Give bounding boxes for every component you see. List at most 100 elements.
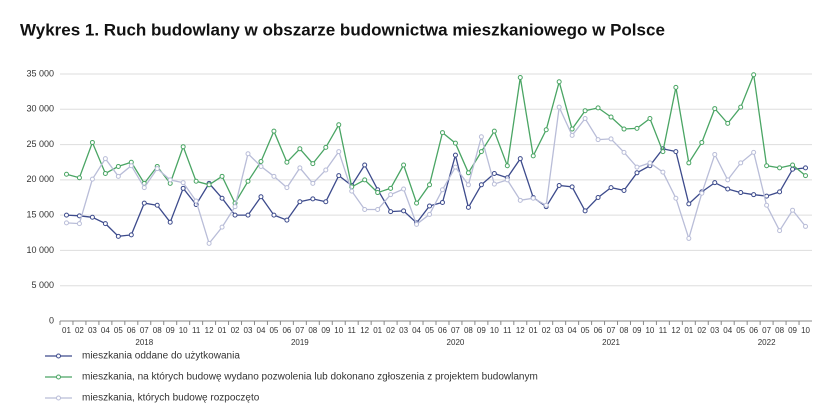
x-tick-label: 05 [114,326,123,335]
point [219,195,225,201]
point [712,106,718,112]
point [764,202,770,208]
point [582,115,588,121]
chart-title: Wykres 1. Ruch budowlany w obszarze budo… [20,20,665,39]
point [349,188,355,194]
point [180,144,186,150]
point [530,195,536,201]
point [595,195,601,200]
point [297,165,303,171]
point [777,228,783,234]
point [323,144,329,150]
point [76,221,82,227]
point [141,200,147,206]
point [375,190,381,196]
point [141,185,147,191]
point [634,125,640,131]
point [777,189,783,195]
x-tick-label: 02 [75,326,84,335]
point [180,185,186,191]
legend-label: mieszkania, których budowę rozpoczęto [82,393,260,404]
point [595,105,601,111]
point [517,75,523,81]
x-tick-label: 04 [257,326,266,335]
x-tick-label: 02 [697,326,706,335]
x-tick-label: 06 [749,326,758,335]
point [465,170,471,176]
point [336,122,342,128]
point [167,177,173,183]
point [478,149,484,155]
x-tick-label: 10 [490,326,499,335]
point [284,159,290,165]
x-tick-label: 04 [101,326,110,335]
point [401,162,407,168]
point [193,198,199,204]
x-tick-label: 07 [451,326,460,335]
point [452,152,458,158]
point [206,240,212,246]
point [452,164,458,170]
point [258,163,264,169]
point [751,149,757,155]
point [154,166,160,172]
point [478,134,484,140]
point [89,176,95,182]
series-line [66,104,807,245]
series-line [66,148,806,237]
point [569,184,575,190]
point [89,214,95,220]
point [284,217,290,223]
y-tick-label: 15 000 [26,210,54,220]
point [427,182,433,188]
x-tick-label: 01 [373,326,382,335]
point [167,219,173,225]
x-tick-label: 03 [244,326,253,335]
point [102,156,108,162]
point [647,115,653,121]
x-tick-label: 06 [594,326,603,335]
point [803,223,809,229]
x-tick-label: 05 [581,326,590,335]
point [556,104,562,110]
point [375,206,381,212]
year-label: 2022 [758,338,776,347]
x-tick-label: 01 [62,326,71,335]
point [491,128,497,134]
point [517,197,523,203]
point [556,79,562,85]
point [790,166,796,172]
point [634,164,640,170]
x-tick-label: 08 [464,326,473,335]
x-tick-label: 10 [179,326,188,335]
x-tick-label: 11 [659,326,668,335]
point [414,221,420,227]
x-tick-label: 09 [166,326,175,335]
point [738,190,744,196]
x-tick-label: 03 [88,326,97,335]
point [660,169,666,175]
x-tick-label: 07 [295,326,304,335]
point [686,160,692,166]
x-tick-label: 08 [620,326,629,335]
point [608,114,614,120]
x-tick-label: 09 [321,326,330,335]
x-tick-label: 06 [438,326,447,335]
point [738,104,744,110]
point [673,195,679,201]
x-tick-label: 12 [360,326,369,335]
y-tick-label: 20 000 [26,174,54,184]
point [128,163,134,169]
x-tick-label: 06 [282,326,291,335]
point [232,212,238,218]
point [699,139,705,145]
y-tick-label: 0 [49,315,54,325]
point [271,212,277,218]
point [362,162,368,168]
year-label: 2019 [291,338,309,347]
x-tick-label: 04 [568,326,577,335]
point [427,211,433,217]
point [401,208,407,214]
x-tick-label: 03 [399,326,408,335]
point [258,194,264,200]
